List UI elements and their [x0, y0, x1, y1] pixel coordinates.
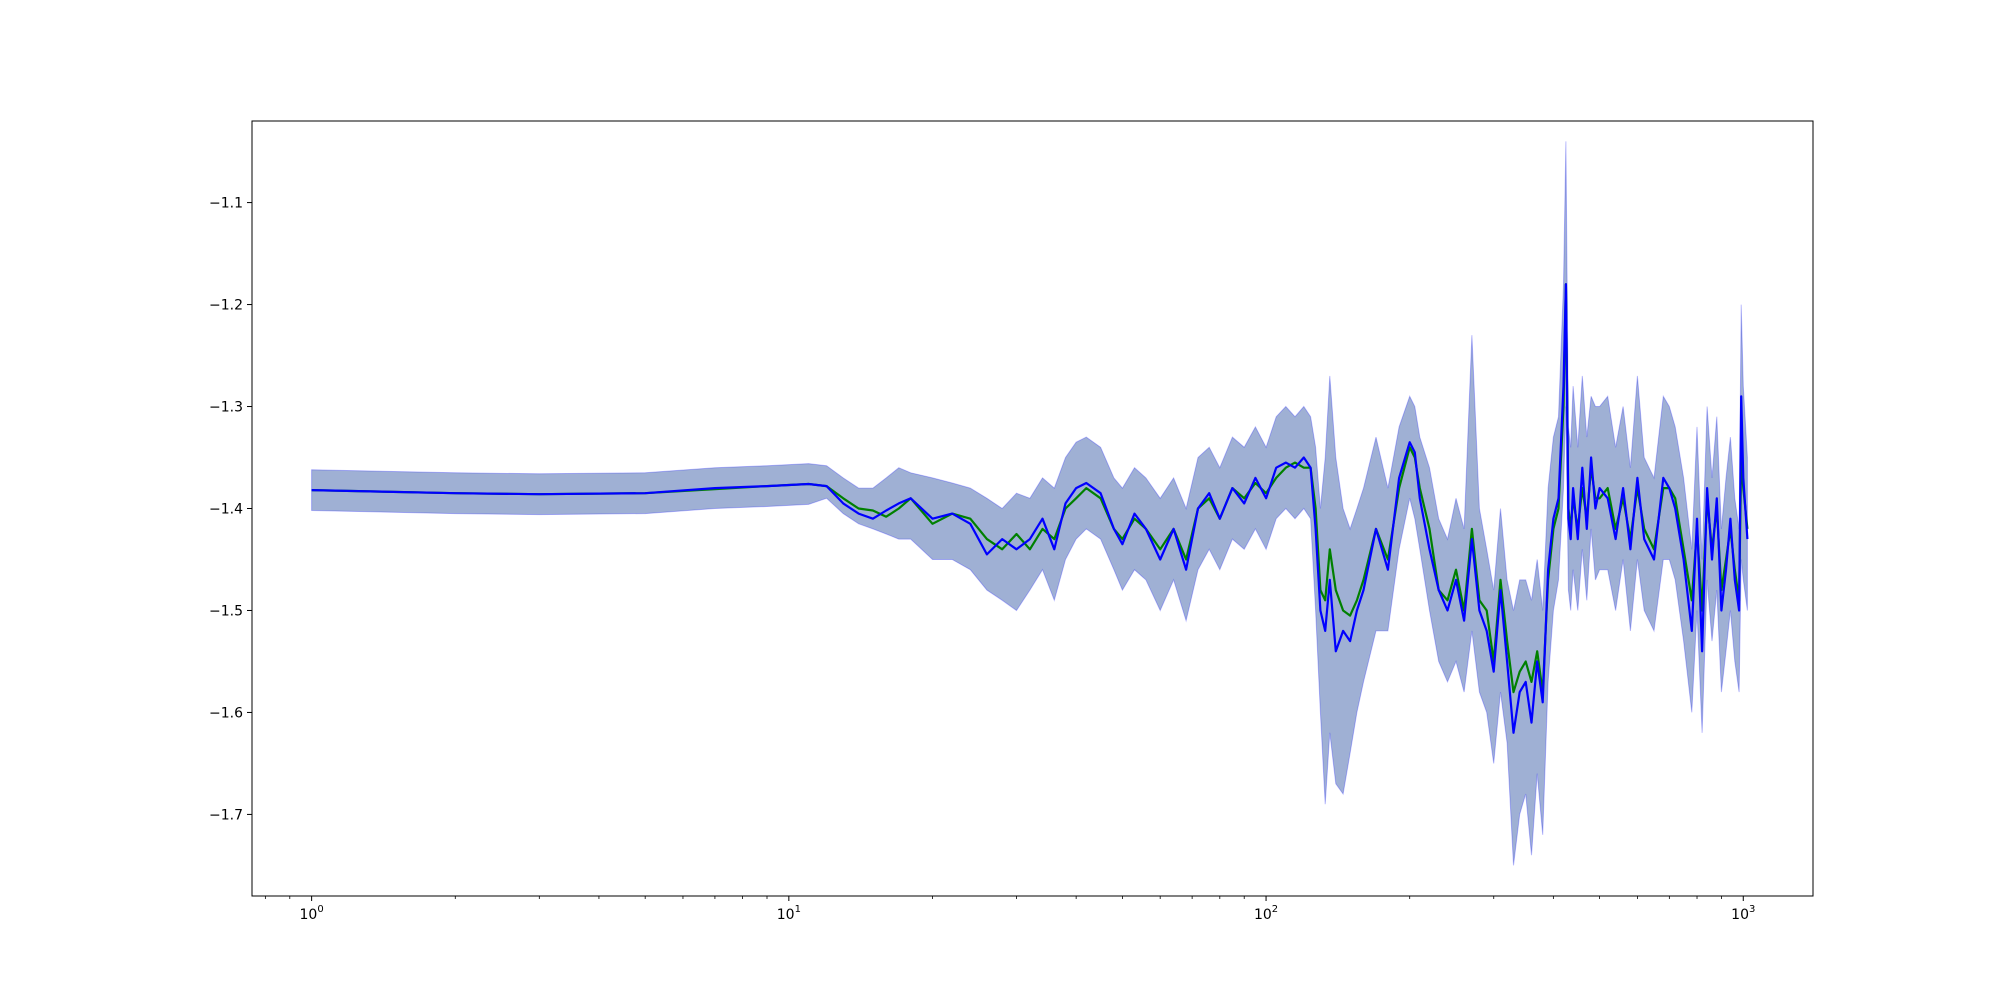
- y-tick-label: −1.7: [209, 807, 243, 823]
- series-1-line: [311, 283, 1749, 734]
- x-tick-label: 101: [777, 904, 801, 923]
- y-axis: −1.1 −1.2 −1.3 −1.4 −1.5 −1.6 −1.7: [209, 196, 252, 823]
- y-tick-label: −1.4: [209, 502, 243, 518]
- x-tick-label: 100: [300, 904, 324, 923]
- confidence-bands: [311, 141, 1748, 866]
- y-tick-label: −1.1: [209, 196, 243, 212]
- x-axis: 100 101 102 103: [264, 896, 1755, 923]
- series-lines: [311, 283, 1749, 734]
- y-tick-label: −1.2: [209, 298, 243, 314]
- y-tick-label: −1.6: [209, 705, 243, 721]
- x-tick-label: 102: [1254, 904, 1278, 923]
- y-tick-label: −1.3: [209, 400, 243, 416]
- x-tick-label: 103: [1731, 904, 1755, 923]
- y-tick-label: −1.5: [209, 603, 243, 619]
- series-1-band: [311, 141, 1748, 866]
